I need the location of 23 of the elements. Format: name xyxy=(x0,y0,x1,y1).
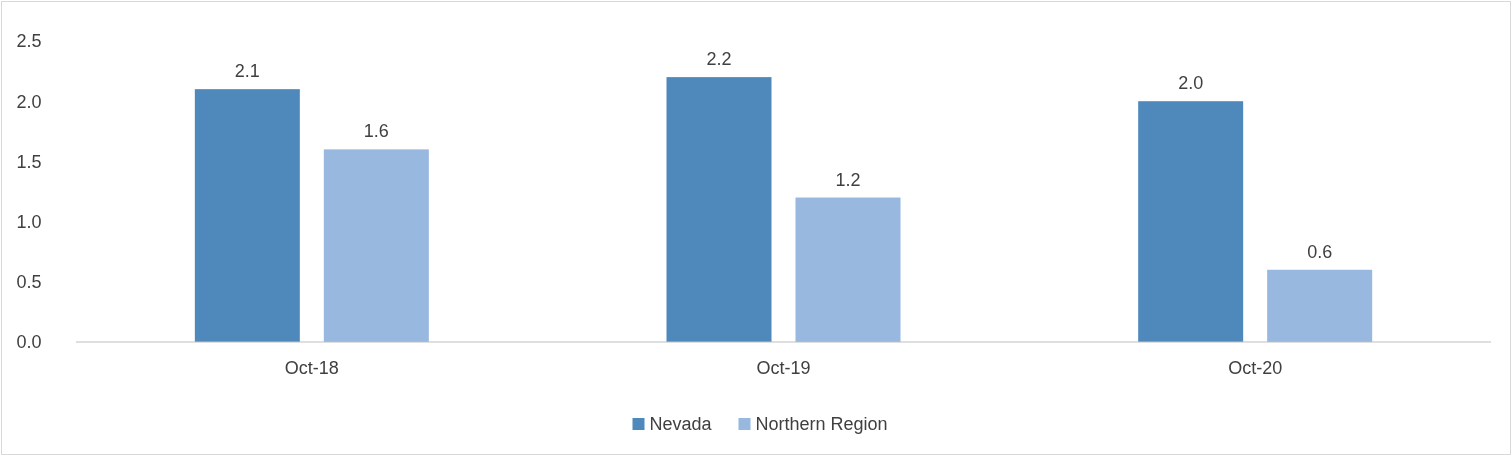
bar xyxy=(795,197,901,342)
x-tick-label: Oct-20 xyxy=(1228,358,1283,378)
y-tick-label: 0.5 xyxy=(16,272,42,293)
data-label: 2.2 xyxy=(706,49,732,70)
y-tick-label: 2.5 xyxy=(16,31,42,52)
x-tick-label: Oct-18 xyxy=(284,358,339,378)
data-label: 1.6 xyxy=(363,121,389,142)
x-tick-label: Oct-19 xyxy=(756,358,811,378)
y-tick-label: 0.0 xyxy=(16,332,42,353)
data-label: 2.0 xyxy=(1178,73,1204,94)
data-label: 2.1 xyxy=(234,61,260,82)
y-tick-label: 2.0 xyxy=(16,91,42,112)
bar xyxy=(323,149,429,342)
bar xyxy=(666,77,772,342)
y-tick-label: 1.0 xyxy=(16,211,42,232)
bar xyxy=(1138,101,1244,342)
bar xyxy=(1267,269,1373,342)
data-label: 1.2 xyxy=(835,169,861,190)
bar xyxy=(194,89,300,342)
legend-label: Nevada xyxy=(649,414,713,435)
legend-label: Northern Region xyxy=(755,414,888,435)
y-tick-label: 1.5 xyxy=(16,151,42,172)
data-label: 0.6 xyxy=(1307,241,1333,262)
